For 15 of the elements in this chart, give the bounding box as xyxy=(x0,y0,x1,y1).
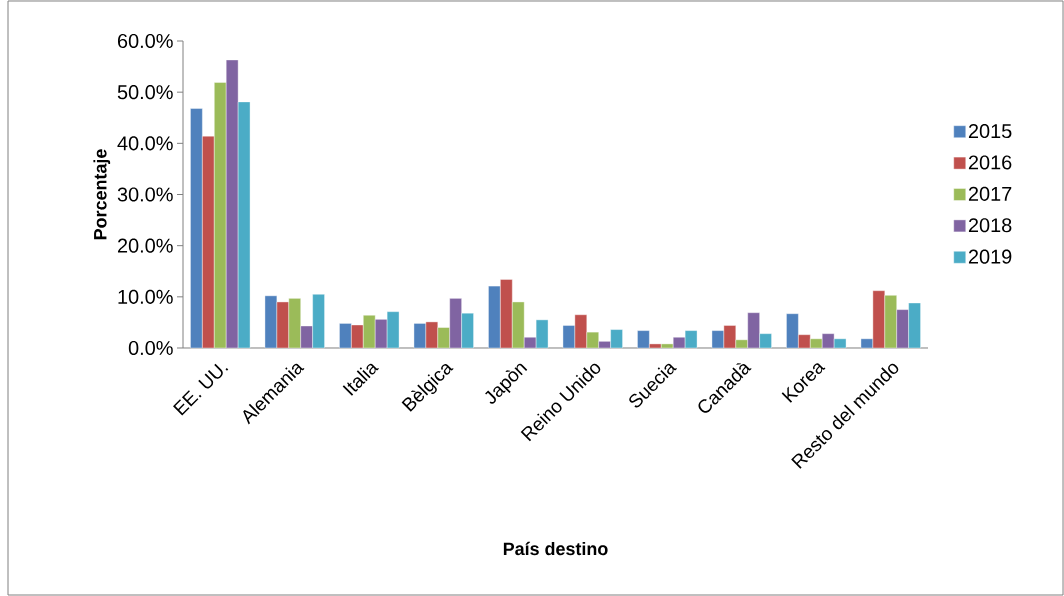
x-tick-label: EE. UU. xyxy=(173,363,229,416)
legend-label: 2015 xyxy=(968,124,1012,139)
legend-label: 2019 xyxy=(968,249,1012,264)
y-tick-label: 30.0% xyxy=(117,187,173,202)
legend-label: 2016 xyxy=(968,155,1012,170)
y-tick-label: 0.0% xyxy=(128,340,173,356)
y-tick-label: 40.0% xyxy=(117,136,173,151)
y-tick-label: 60.0% xyxy=(118,33,173,49)
x-axis-title: País destino xyxy=(503,541,608,556)
legend-label: 2017 xyxy=(968,186,1012,201)
y-tick-label: 20.0% xyxy=(117,238,173,253)
legend-label: 2018 xyxy=(968,218,1012,233)
y-axis-title: Porcentaje xyxy=(93,149,111,240)
y-tick-label: 10.0% xyxy=(118,289,173,304)
y-tick-label: 50.0% xyxy=(117,85,173,100)
